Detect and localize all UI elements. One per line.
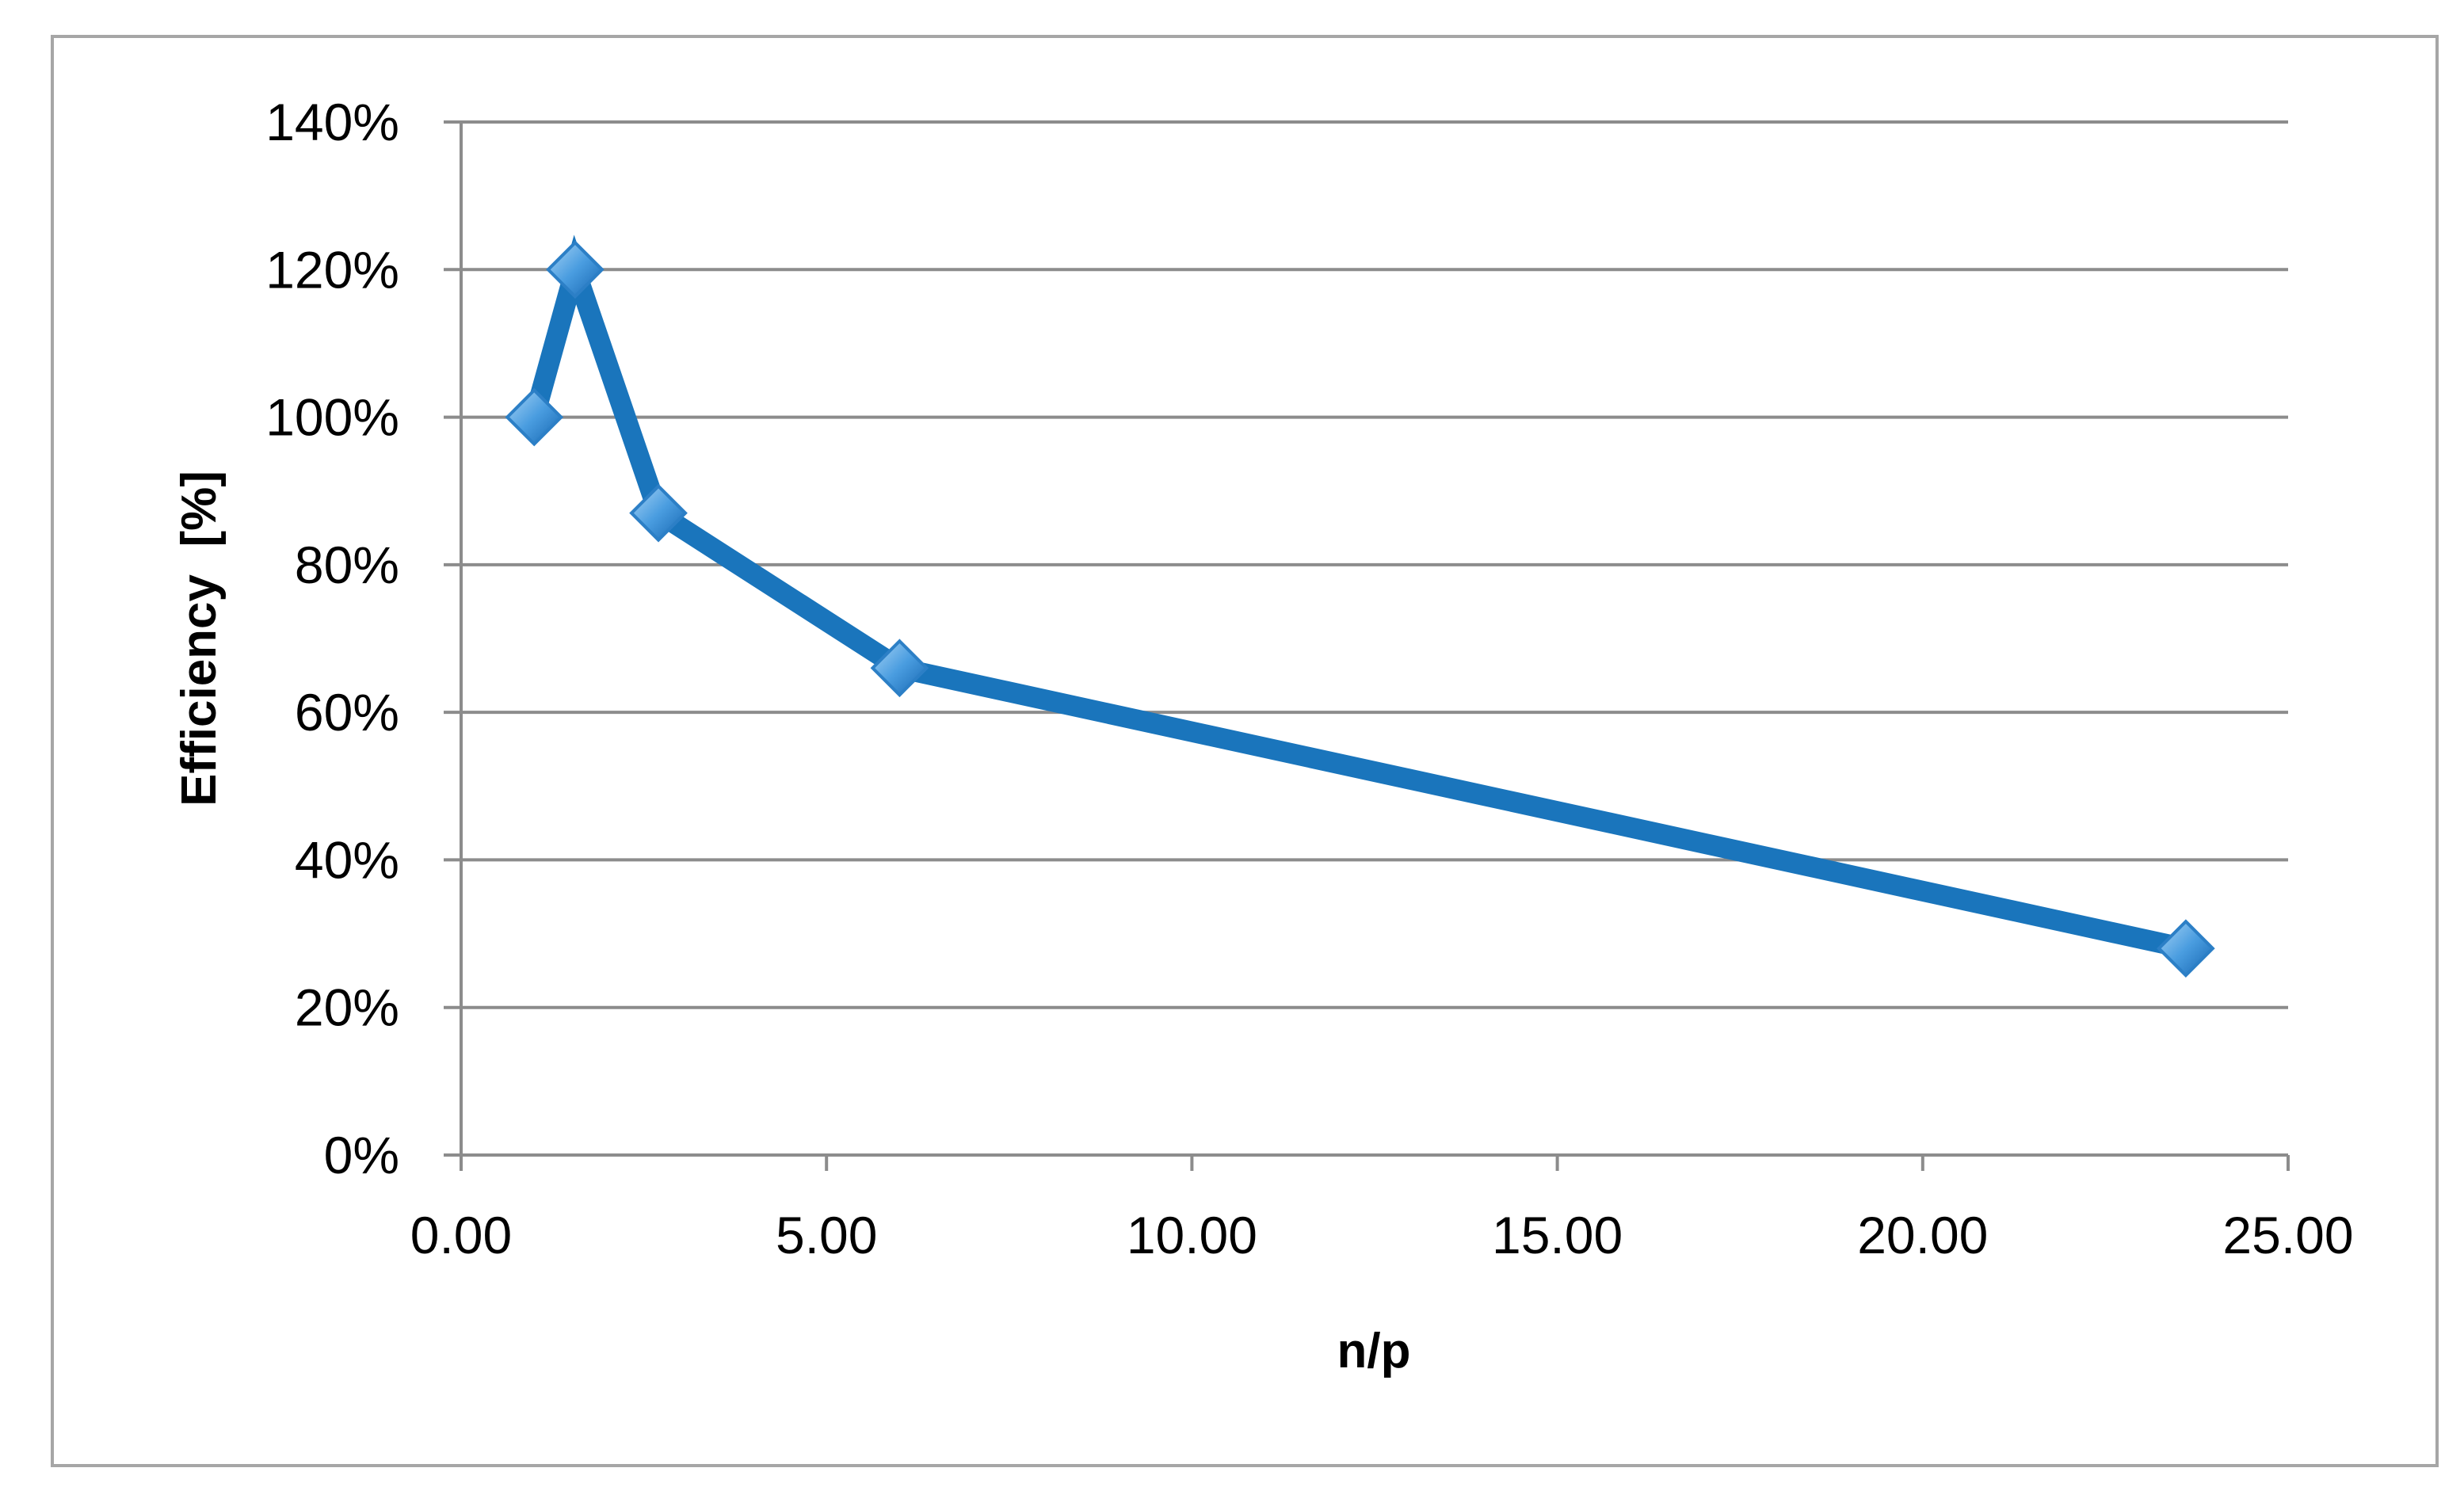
tick-labels: 0% 20% 40% 60% 80% 100% 120% 140% 0.00 5.00 10.00 1… — [265, 93, 2353, 1264]
series — [505, 234, 2215, 978]
x-tick-label: 10.00 — [1127, 1206, 1257, 1264]
data-point-marker — [870, 639, 929, 698]
data-point-marker — [629, 483, 688, 543]
gridlines — [461, 120, 2288, 1009]
y-tick-label: 0% — [324, 1126, 399, 1184]
y-tick-label: 120% — [265, 240, 399, 299]
x-tick-label: 20.00 — [1857, 1206, 1988, 1264]
y-tick-label: 140% — [265, 93, 399, 151]
y-tick-label: 40% — [295, 830, 399, 889]
x-tick-label: 5.00 — [776, 1206, 877, 1264]
y-tick-label: 60% — [295, 683, 399, 742]
data-point-marker — [505, 387, 564, 447]
y-tick-label: 100% — [265, 388, 399, 447]
series-line — [524, 234, 2188, 959]
x-tick-label: 0.00 — [410, 1206, 512, 1264]
data-point-marker — [2157, 919, 2215, 978]
y-tick-label: 80% — [295, 536, 399, 594]
y-axis-title: Efficiency [%] — [172, 471, 227, 806]
data-point-marker — [546, 240, 605, 299]
y-tick-label: 20% — [295, 978, 399, 1037]
x-tick-label: 15.00 — [1492, 1206, 1623, 1264]
axes — [444, 120, 2290, 1171]
x-axis-title: n/p — [1337, 1324, 1411, 1378]
x-tick-label: 25.00 — [2222, 1206, 2353, 1264]
